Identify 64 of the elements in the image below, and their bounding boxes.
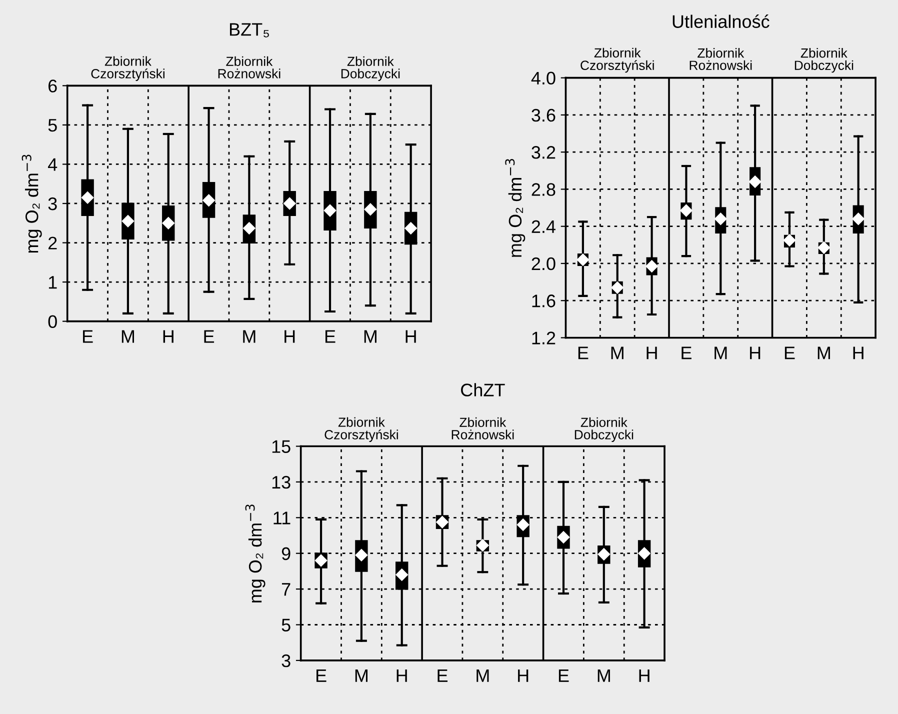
y-axis-title: mg O₂ dm$^{−3}$ xyxy=(505,159,526,257)
y-tick-label: 3.2 xyxy=(532,146,556,159)
text: Zbiornik Dobczycki xyxy=(574,417,634,442)
x-tick-label: H xyxy=(396,669,407,682)
y-tick-label: 13 xyxy=(272,476,290,489)
x-tick-label: H xyxy=(646,346,657,360)
y-tick-label: 2.0 xyxy=(532,257,556,270)
x-tick-label: E xyxy=(558,669,569,682)
text: Zbiornik Rożnowski xyxy=(690,48,752,70)
x-tick-label: E xyxy=(204,330,214,343)
y-tick-label: 1 xyxy=(48,276,57,289)
y-tick-label: 9 xyxy=(282,547,290,560)
y-tick-label: 4 xyxy=(48,158,58,171)
x-tick-label: H xyxy=(284,330,295,343)
text: Zbiornik Czorsztyński xyxy=(324,417,398,442)
x-tick-label: E xyxy=(784,346,795,360)
chart-title: BZT₅ xyxy=(230,23,269,38)
x-tick-label: M xyxy=(122,330,134,343)
y-tick-label: 6 xyxy=(48,80,57,92)
y-tick-label: 3 xyxy=(282,654,290,668)
x-tick-label: H xyxy=(853,346,864,360)
y-axis-title: mg O₂ dm$^{−3}$ xyxy=(245,504,266,602)
x-tick-label: H xyxy=(518,669,528,682)
text: Zbiornik Czorsztyński xyxy=(91,56,164,81)
text: Zbiornik Dobczycki xyxy=(794,48,854,73)
text: Zbiornik Czorsztyński xyxy=(580,48,654,73)
y-axis-title: mg O₂ dm$^{−3}$ xyxy=(22,154,42,253)
text: Zbiornik Dobczycki xyxy=(341,56,400,81)
y-tick-label: 1.6 xyxy=(532,294,556,308)
y-tick-label: 3.6 xyxy=(532,108,556,122)
x-tick-label: H xyxy=(406,330,416,343)
x-tick-label: M xyxy=(714,346,727,360)
text: Zbiornik Rożnowski xyxy=(218,56,280,78)
x-tick-label: E xyxy=(438,669,448,682)
chart-title: Utlenialność xyxy=(672,14,770,28)
x-tick-label: E xyxy=(325,330,336,343)
x-tick-label: M xyxy=(364,330,376,343)
x-tick-label: H xyxy=(750,346,760,360)
y-tick-label: 0 xyxy=(48,315,57,328)
x-tick-label: M xyxy=(355,669,368,682)
x-tick-label: M xyxy=(598,669,610,682)
y-tick-label: 4.0 xyxy=(531,72,556,85)
y-tick-label: 2.8 xyxy=(532,183,556,196)
x-tick-label: E xyxy=(578,346,588,360)
y-tick-label: 15 xyxy=(272,440,290,453)
y-tick-label: 5 xyxy=(282,618,290,632)
x-tick-label: M xyxy=(818,346,830,360)
y-tick-label: 1.2 xyxy=(532,332,556,344)
y-tick-label: 5 xyxy=(48,119,57,132)
y-tick-label: 7 xyxy=(282,583,290,596)
y-tick-label: 3 xyxy=(48,197,57,210)
x-tick-label: M xyxy=(611,346,624,360)
y-tick-label: 2 xyxy=(48,236,57,250)
x-tick-label: E xyxy=(83,330,93,343)
x-tick-label: H xyxy=(163,330,174,343)
chart-title: ChZT xyxy=(461,383,505,396)
y-tick-label: 11 xyxy=(274,512,290,524)
x-tick-label: E xyxy=(682,346,692,360)
x-tick-label: E xyxy=(316,669,326,682)
x-tick-label: H xyxy=(639,669,650,682)
y-tick-label: 2.4 xyxy=(532,220,556,233)
x-tick-label: M xyxy=(243,330,256,343)
text: Zbiornik Rożnowski xyxy=(452,417,514,440)
x-tick-label: M xyxy=(476,669,489,682)
